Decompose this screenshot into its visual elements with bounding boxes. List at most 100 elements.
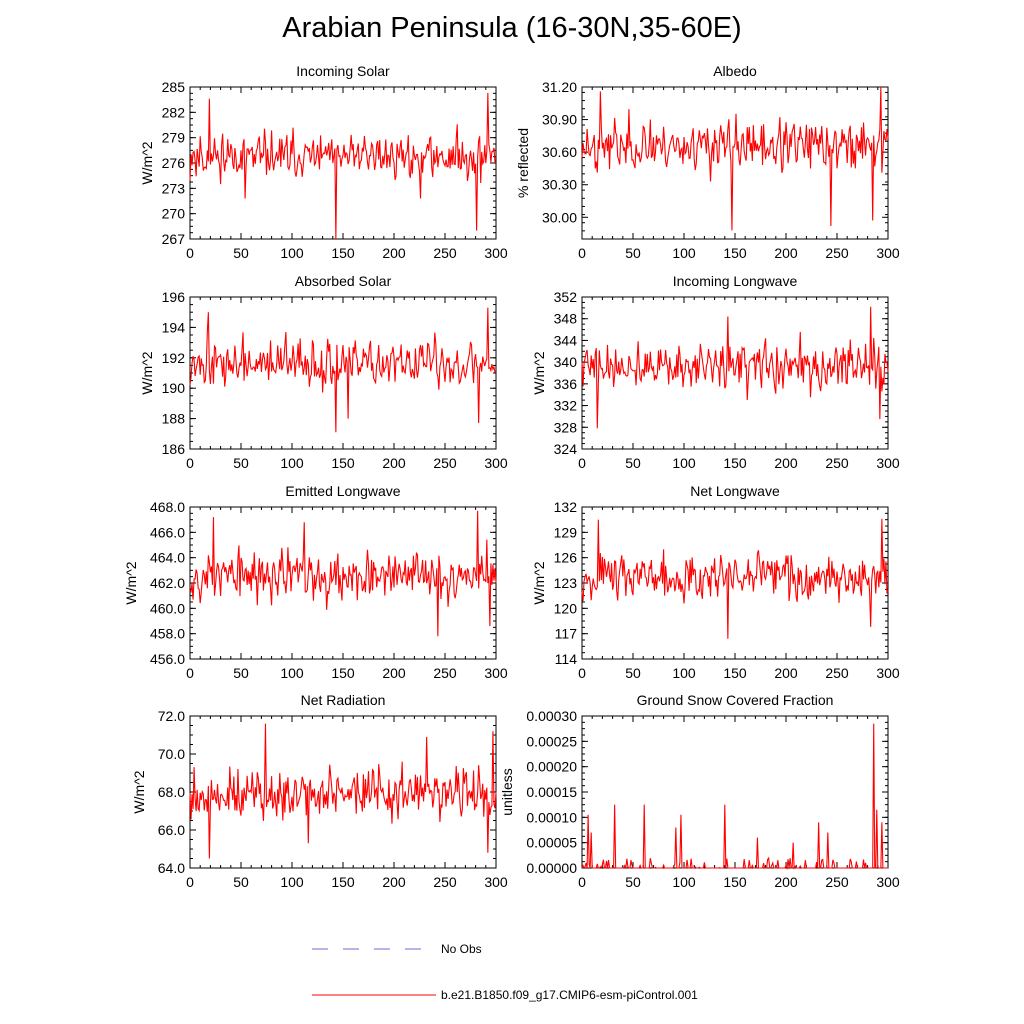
legend-label-model: b.e21.B1850.f09_g17.CMIP6-esm-piControl.… <box>441 988 698 1002</box>
panel-ground-snow-covered-fraction: Ground Snow Covered Fraction 0 50 100 150 200… <box>499 692 900 890</box>
y-tick-label: 120 <box>554 600 578 616</box>
y-tick-label: 190 <box>162 380 186 396</box>
y-tick-label: 64.0 <box>158 860 185 876</box>
y-tick-label: 68.0 <box>158 784 185 800</box>
x-tick-label: 300 <box>484 874 508 890</box>
panel-incoming-longwave: Incoming Longwave 0 50 100 150 200 250 300 324 32… <box>531 273 900 471</box>
x-tick-label: 300 <box>876 874 900 890</box>
x-tick-label: 250 <box>825 665 849 681</box>
y-tick-label: 352 <box>554 289 578 305</box>
y-tick-label: 279 <box>162 130 186 146</box>
panel-emitted-longwave: Emitted Longwave 0 50 100 150 200 250 300 456.0 4… <box>123 483 508 681</box>
panel-title: Incoming Longwave <box>673 273 798 289</box>
x-tick-label: 200 <box>382 874 406 890</box>
x-tick-label: 50 <box>233 455 249 471</box>
x-tick-label: 200 <box>382 665 406 681</box>
y-tick-label: 66.0 <box>158 822 185 838</box>
x-tick-label: 100 <box>672 455 696 471</box>
x-tick-label: 50 <box>233 874 249 890</box>
x-tick-label: 250 <box>825 455 849 471</box>
x-tick-label: 0 <box>578 665 586 681</box>
series-line <box>189 307 497 433</box>
x-tick-label: 100 <box>280 874 304 890</box>
x-tick-label: 150 <box>331 455 355 471</box>
plot-frame <box>581 715 889 869</box>
x-tick-label: 150 <box>331 245 355 261</box>
y-tick-label: 114 <box>555 651 578 667</box>
x-tick-label: 300 <box>876 665 900 681</box>
y-tick-label: 72.0 <box>158 708 185 724</box>
x-tick-label: 300 <box>876 455 900 471</box>
y-tick-label: 328 <box>554 419 578 435</box>
x-tick-label: 100 <box>280 245 304 261</box>
x-tick-label: 250 <box>433 455 457 471</box>
y-tick-label: 196 <box>162 289 186 305</box>
x-tick-label: 50 <box>625 874 641 890</box>
x-tick-label: 50 <box>625 665 641 681</box>
x-tick-label: 100 <box>672 245 696 261</box>
y-tick-label: 270 <box>162 206 186 222</box>
panel-title: Absorbed Solar <box>295 273 392 289</box>
x-tick-label: 200 <box>774 245 798 261</box>
x-tick-label: 250 <box>825 245 849 261</box>
y-tick-label: 0.00030 <box>526 708 577 724</box>
y-tick-label: 129 <box>554 524 578 540</box>
y-tick-label: 276 <box>162 155 186 171</box>
y-tick-label: 70.0 <box>158 746 185 762</box>
series-line <box>581 723 888 871</box>
y-tick-label: 123 <box>554 575 578 591</box>
x-tick-label: 0 <box>578 245 586 261</box>
x-tick-label: 150 <box>331 665 355 681</box>
x-tick-label: 200 <box>774 665 798 681</box>
y-tick-label: 132 <box>554 499 578 515</box>
y-tick-label: 0.00005 <box>526 835 577 851</box>
y-tick-label: 340 <box>554 354 578 370</box>
y-tick-label: 30.90 <box>542 112 577 128</box>
y-tick-label: 468.0 <box>150 499 185 515</box>
y-axis-label: W/m^2 <box>123 561 139 604</box>
y-tick-label: 324 <box>554 441 578 457</box>
x-tick-label: 100 <box>280 665 304 681</box>
x-tick-label: 0 <box>186 874 194 890</box>
x-tick-label: 0 <box>186 245 194 261</box>
panel-title: Net Radiation <box>301 692 386 708</box>
panel-title: Albedo <box>713 63 757 79</box>
panel-title: Net Longwave <box>690 483 780 499</box>
y-tick-label: 332 <box>554 398 578 414</box>
panel-absorbed-solar: Absorbed Solar 0 50 100 150 200 250 300 186 188 19… <box>139 273 508 471</box>
x-tick-label: 300 <box>876 245 900 261</box>
x-tick-label: 50 <box>625 245 641 261</box>
y-tick-label: 456.0 <box>150 651 185 667</box>
y-tick-label: 460.0 <box>150 600 185 616</box>
panel-title: Incoming Solar <box>296 63 390 79</box>
y-tick-label: 194 <box>162 319 186 335</box>
panel-albedo: Albedo 0 50 100 150 200 250 300 30.00 30.30 30.60 3… <box>515 63 900 261</box>
x-tick-label: 50 <box>233 245 249 261</box>
y-tick-label: 462.0 <box>150 575 185 591</box>
panel-title: Emitted Longwave <box>285 483 400 499</box>
x-tick-label: 250 <box>433 874 457 890</box>
series-line <box>189 723 497 859</box>
x-tick-label: 50 <box>625 455 641 471</box>
y-tick-label: 0.00000 <box>526 860 577 876</box>
series-line <box>581 518 889 639</box>
y-tick-label: 466.0 <box>150 524 185 540</box>
y-tick-label: 186 <box>162 441 186 457</box>
y-axis-label: W/m^2 <box>139 141 155 184</box>
y-tick-label: 273 <box>162 180 186 196</box>
y-tick-label: 0.00015 <box>526 784 577 800</box>
figure-title: Arabian Peninsula (16-30N,35-60E) <box>282 12 742 44</box>
panel-net-longwave: Net Longwave 0 50 100 150 200 250 300 114 117 120 1… <box>531 483 900 681</box>
x-tick-label: 150 <box>723 874 747 890</box>
x-tick-label: 250 <box>825 874 849 890</box>
y-tick-label: 188 <box>162 411 186 427</box>
x-tick-label: 0 <box>578 455 586 471</box>
x-tick-label: 50 <box>233 665 249 681</box>
x-tick-label: 100 <box>672 665 696 681</box>
x-tick-label: 300 <box>484 245 508 261</box>
x-tick-label: 150 <box>331 874 355 890</box>
panel-incoming-solar: Incoming Solar 0 50 100 150 200 250 300 267 270 27… <box>139 63 508 261</box>
y-tick-label: 336 <box>554 376 578 392</box>
x-tick-label: 200 <box>774 455 798 471</box>
